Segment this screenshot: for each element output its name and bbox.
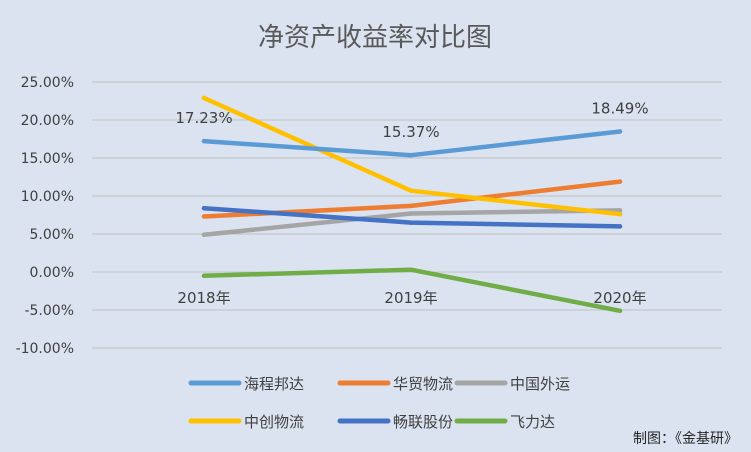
y-tick-label: 0.00% xyxy=(30,265,74,281)
data-point xyxy=(617,179,623,184)
legend-label: 中创物流 xyxy=(244,413,304,431)
y-tick-label: 20.00% xyxy=(21,113,74,129)
y-tick-label: 5.00% xyxy=(30,227,74,243)
data-point xyxy=(617,208,623,213)
data-point xyxy=(201,206,207,211)
data-point xyxy=(201,138,207,144)
data-point xyxy=(408,153,414,158)
y-tick-label: 10.00% xyxy=(21,189,74,205)
x-axis-categories: 2018年 2019年 2020年 xyxy=(177,289,646,307)
y-tick-label: 25.00% xyxy=(21,75,74,91)
legend-label: 畅联股份 xyxy=(393,413,453,431)
series-lines xyxy=(201,95,623,314)
y-tick-label: -5.00% xyxy=(24,303,74,319)
credit-text: 制图：《金基研》 xyxy=(633,430,738,447)
y-axis-ticks: 25.00% 20.00% 15.00% 10.00% 5.00% 0.00% -5.00%… xyxy=(16,75,74,357)
data-label: 17.23% xyxy=(175,109,232,127)
x-category-label: 2018年 xyxy=(177,289,230,307)
legend-label: 飞力达 xyxy=(510,413,555,431)
data-point xyxy=(408,203,414,209)
data-point xyxy=(408,188,414,193)
data-point xyxy=(617,224,623,229)
data-point xyxy=(201,214,207,219)
data-point xyxy=(408,211,414,216)
x-category-label: 2020年 xyxy=(593,289,646,307)
data-point xyxy=(201,95,207,101)
legend-label: 中国外运 xyxy=(510,375,570,393)
x-category-label: 2019年 xyxy=(384,289,437,307)
data-label: 18.49% xyxy=(591,99,648,117)
legend-label: 华贸物流 xyxy=(393,375,453,393)
y-tick-label: 15.00% xyxy=(21,151,74,167)
data-point xyxy=(201,273,207,278)
y-tick-label: -10.00% xyxy=(16,341,74,357)
data-point xyxy=(408,267,414,272)
data-labels: 17.23% 15.37% 18.49% xyxy=(175,99,648,141)
chart-title: 净资产收益率对比图 xyxy=(258,23,492,53)
data-point xyxy=(617,212,623,217)
data-point xyxy=(408,220,414,225)
data-label: 15.37% xyxy=(382,123,439,141)
legend-label: 海程邦达 xyxy=(244,375,304,393)
data-point xyxy=(617,129,623,134)
data-point xyxy=(201,232,207,237)
data-point xyxy=(617,308,623,313)
